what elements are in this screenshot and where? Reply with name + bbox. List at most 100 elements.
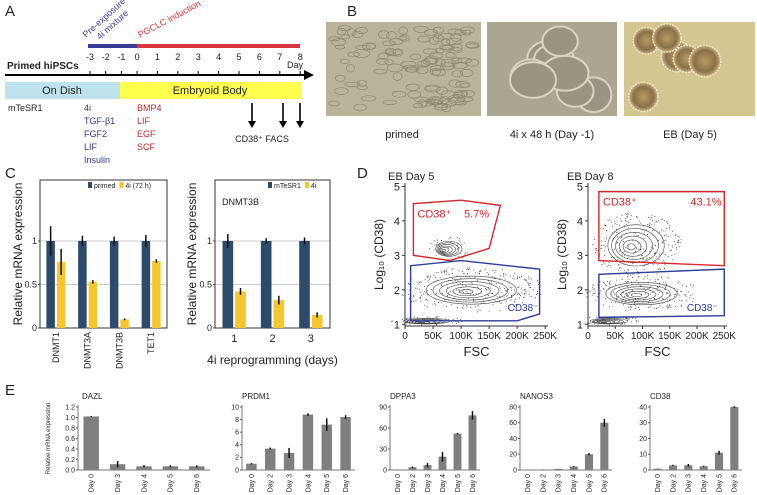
event xyxy=(490,287,492,289)
x-tick-label: 0 xyxy=(402,331,408,342)
y-axis-label: Relative mRNA expression xyxy=(46,403,52,474)
event xyxy=(490,281,492,283)
event xyxy=(675,247,677,249)
cell xyxy=(437,33,454,40)
event xyxy=(674,234,676,236)
event xyxy=(616,279,618,281)
event xyxy=(676,291,678,293)
contour xyxy=(611,228,659,264)
event xyxy=(615,229,617,231)
cell xyxy=(448,46,463,54)
bar xyxy=(78,240,87,328)
event xyxy=(644,293,646,295)
event xyxy=(603,282,605,284)
event xyxy=(626,221,628,223)
event xyxy=(680,239,682,241)
event xyxy=(638,273,640,275)
x-tick-label: Day 4 xyxy=(305,474,312,492)
event xyxy=(692,297,694,299)
x-tick-label: Day 5 xyxy=(455,474,462,492)
event xyxy=(450,241,452,243)
y-tick-label: 0 xyxy=(513,467,517,474)
event xyxy=(617,236,619,238)
event xyxy=(452,322,454,324)
event xyxy=(430,242,432,244)
y-tick-label: 4 xyxy=(394,216,400,228)
x-tick-label: Day 5 xyxy=(586,474,593,492)
x-tick-label: Day 0 xyxy=(525,474,532,492)
event xyxy=(475,305,477,307)
cell xyxy=(402,64,420,70)
event xyxy=(499,277,501,279)
event xyxy=(420,292,422,294)
event xyxy=(517,292,519,294)
event xyxy=(528,293,530,295)
event xyxy=(605,225,607,227)
event xyxy=(452,267,454,269)
event xyxy=(433,274,435,276)
event xyxy=(523,289,525,291)
event xyxy=(603,244,605,246)
event xyxy=(465,290,467,292)
event xyxy=(631,258,633,260)
event xyxy=(600,245,602,247)
event xyxy=(519,297,521,299)
event xyxy=(470,306,472,308)
y-tick-label: 10 xyxy=(231,404,239,411)
event xyxy=(462,270,464,272)
event xyxy=(458,322,460,324)
event xyxy=(446,268,448,270)
bar xyxy=(152,260,161,328)
event xyxy=(677,282,679,284)
y-tick-label: 40 xyxy=(639,404,647,411)
event xyxy=(643,287,645,289)
x-tick-label: Day 0 xyxy=(655,474,662,492)
cell xyxy=(432,26,444,34)
event xyxy=(669,249,671,251)
day-tick-label: 6 xyxy=(257,52,262,62)
event xyxy=(443,271,445,273)
cell xyxy=(331,38,346,47)
cell xyxy=(465,41,479,49)
x-tick-label: 200K xyxy=(685,331,709,342)
event xyxy=(486,271,488,273)
contour xyxy=(615,286,664,302)
event xyxy=(688,291,690,293)
event xyxy=(509,286,511,288)
cell xyxy=(386,31,397,40)
contour xyxy=(436,242,460,256)
event xyxy=(593,288,595,290)
event xyxy=(457,248,459,250)
event xyxy=(429,248,431,250)
y-tick-label: 5 xyxy=(577,181,583,193)
cell xyxy=(446,37,462,46)
event xyxy=(502,273,504,275)
x-tick-label: Day 6 xyxy=(343,474,350,492)
x-tick-label: Day 2 xyxy=(540,474,547,492)
event xyxy=(655,220,657,222)
cell xyxy=(440,38,451,46)
y-tick-label: 0.6 xyxy=(65,436,75,443)
event xyxy=(676,248,678,250)
event xyxy=(616,216,618,218)
y-tick-label: 5 xyxy=(394,181,400,193)
x-tick-label: 3 xyxy=(308,333,314,345)
embryoid-body xyxy=(628,81,659,113)
event xyxy=(624,219,626,221)
x-tick-label: DNMT1 xyxy=(51,332,61,363)
event xyxy=(650,293,652,295)
event xyxy=(456,289,458,291)
event xyxy=(457,321,459,323)
event xyxy=(624,213,626,215)
factor: LIF xyxy=(137,116,151,126)
event xyxy=(422,293,424,295)
event xyxy=(441,302,443,304)
factor-list: 4i TGF-β1 FGF2 LIF Insulin xyxy=(84,103,115,165)
event xyxy=(666,277,668,279)
bar xyxy=(340,417,351,470)
event xyxy=(654,251,656,253)
event xyxy=(628,247,630,249)
event xyxy=(629,318,631,320)
event xyxy=(427,280,429,282)
event xyxy=(640,222,642,224)
